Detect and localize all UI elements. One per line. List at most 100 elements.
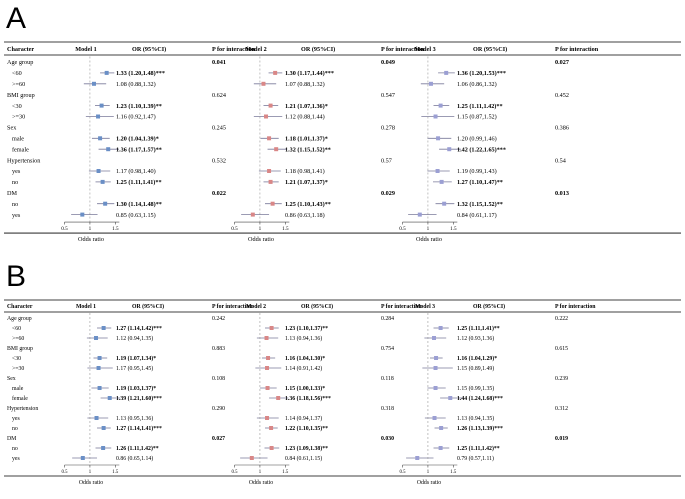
or-text: 0.84 (0.61,1.15) <box>285 455 322 462</box>
or-text: 1.06 (0.86,1.32) <box>457 81 497 88</box>
p-value: 0.57 <box>381 157 392 164</box>
or-point <box>101 446 106 450</box>
or-text: 1.25 (1.10,1.43)** <box>285 201 331 208</box>
row-label: >=60 <box>12 81 25 88</box>
group-label: Sex <box>7 125 17 132</box>
row-label: no <box>12 446 18 452</box>
row-label: female <box>12 395 28 402</box>
or-text: 1.07 (0.88,1.32) <box>285 81 325 88</box>
panel-a-label: A <box>6 2 27 35</box>
row-label: <60 <box>12 70 22 77</box>
or-text: 1.25 (1.11,1.41)** <box>457 325 500 332</box>
p-value: 0.108 <box>212 376 225 382</box>
p-value: 0.029 <box>381 190 395 197</box>
header-or-2: OR (95%CI) <box>301 46 335 53</box>
or-point <box>433 114 438 119</box>
or-point <box>274 147 279 152</box>
p-value: 0.049 <box>381 59 395 66</box>
x-axis-label: Odds ratio <box>78 236 104 243</box>
p-value: 0.624 <box>212 92 226 99</box>
header-p-2: P for interaction <box>381 46 425 53</box>
or-text: 1.08 (0.88,1.32) <box>116 81 156 88</box>
or-text: 1.21 (1.07,1.37)* <box>285 179 328 186</box>
or-point <box>433 386 438 390</box>
or-text: 1.19 (1.03,1.37)* <box>116 385 156 392</box>
row-label: male <box>12 135 24 142</box>
or-text: 1.26 (1.11,1.42)** <box>116 445 159 452</box>
or-point <box>273 70 278 75</box>
x-tick-label: 0.5 <box>399 226 406 232</box>
or-text: 1.25 (1.11,1.42)** <box>457 445 500 452</box>
or-point <box>267 169 272 173</box>
p-value: 0.312 <box>555 406 568 412</box>
or-point <box>434 356 439 360</box>
or-point <box>100 179 105 184</box>
header-model-1: Model 1 <box>76 304 96 310</box>
or-text: 1.15 (0.89,1.49) <box>457 365 494 372</box>
or-text: 1.17 (0.98,1.40) <box>116 168 156 175</box>
header-model-2: Model 2 <box>246 304 266 310</box>
p-value: 0.754 <box>381 346 394 352</box>
or-text: 1.20 (0.99,1.46) <box>457 135 497 142</box>
p-value: 0.883 <box>212 346 225 352</box>
p-value: 0.386 <box>555 125 569 132</box>
or-text: 0.86 (0.65,1.14) <box>116 455 153 462</box>
group-label: Hypertension <box>7 157 40 164</box>
or-text: 1.27 (1.14,1.42)*** <box>116 325 162 332</box>
header-or-2: OR (95%CI) <box>301 303 333 310</box>
or-point <box>264 336 269 340</box>
or-point <box>438 326 443 330</box>
x-tick-label: 1 <box>89 470 92 475</box>
or-text: 1.36 (1.18,1.56)*** <box>285 395 331 402</box>
x-tick-label: 1 <box>427 470 430 475</box>
p-value: 0.027 <box>555 59 569 66</box>
p-value: 0.54 <box>555 157 566 164</box>
row-label: >=30 <box>12 366 24 372</box>
or-text: 1.19 (1.07,1.34)* <box>116 355 156 362</box>
row-label: male <box>12 386 24 392</box>
group-label: DM <box>7 190 17 197</box>
p-value: 0.022 <box>212 190 226 197</box>
or-point <box>97 386 102 390</box>
header-model-3: Model 3 <box>415 304 435 310</box>
or-text: 1.16 (1.04,1.30)* <box>285 355 325 362</box>
or-text: 1.36 (1.17,1.57)** <box>116 146 162 153</box>
row-label: yes <box>12 456 20 462</box>
header-model-2: Model 2 <box>245 46 266 53</box>
x-tick-label: 0.5 <box>61 226 68 232</box>
p-value: 0.284 <box>381 316 394 322</box>
or-point <box>97 356 102 360</box>
header-p-1: P for interaction <box>212 46 256 53</box>
x-axis-label: Odds ratio <box>416 236 442 243</box>
or-point <box>266 356 271 360</box>
or-point <box>101 426 106 430</box>
or-point <box>99 103 104 108</box>
header-or-3: OR (95%CI) <box>473 303 505 310</box>
row-label: >=30 <box>12 114 25 121</box>
or-point <box>432 336 437 340</box>
or-point <box>270 201 275 206</box>
row-label: <30 <box>12 356 21 362</box>
or-point <box>415 456 420 460</box>
or-text: 1.17 (0.95,1.45) <box>116 365 153 372</box>
or-point <box>268 103 273 108</box>
p-value: 0.318 <box>381 406 394 412</box>
p-value: 0.027 <box>212 436 225 442</box>
or-text: 1.26 (1.13,1.39)*** <box>457 425 503 432</box>
group-label: Hypertension <box>7 406 38 412</box>
or-point <box>439 179 444 184</box>
p-value: 0.547 <box>381 92 395 99</box>
or-text: 1.33 (1.20,1.48)*** <box>116 70 165 77</box>
or-point <box>269 326 274 330</box>
header-or-1: OR (95%CI) <box>132 303 164 310</box>
or-point <box>265 386 270 390</box>
or-text: 1.32 (1.15,1.52)** <box>285 146 331 153</box>
or-point <box>267 136 272 141</box>
p-value: 0.242 <box>212 316 225 322</box>
or-point <box>438 446 443 450</box>
or-point <box>80 212 85 217</box>
or-point <box>80 456 85 460</box>
x-tick-label: 0.5 <box>400 470 407 475</box>
row-label: <60 <box>12 326 21 332</box>
or-text: 1.15 (0.87,1.52) <box>457 114 497 121</box>
